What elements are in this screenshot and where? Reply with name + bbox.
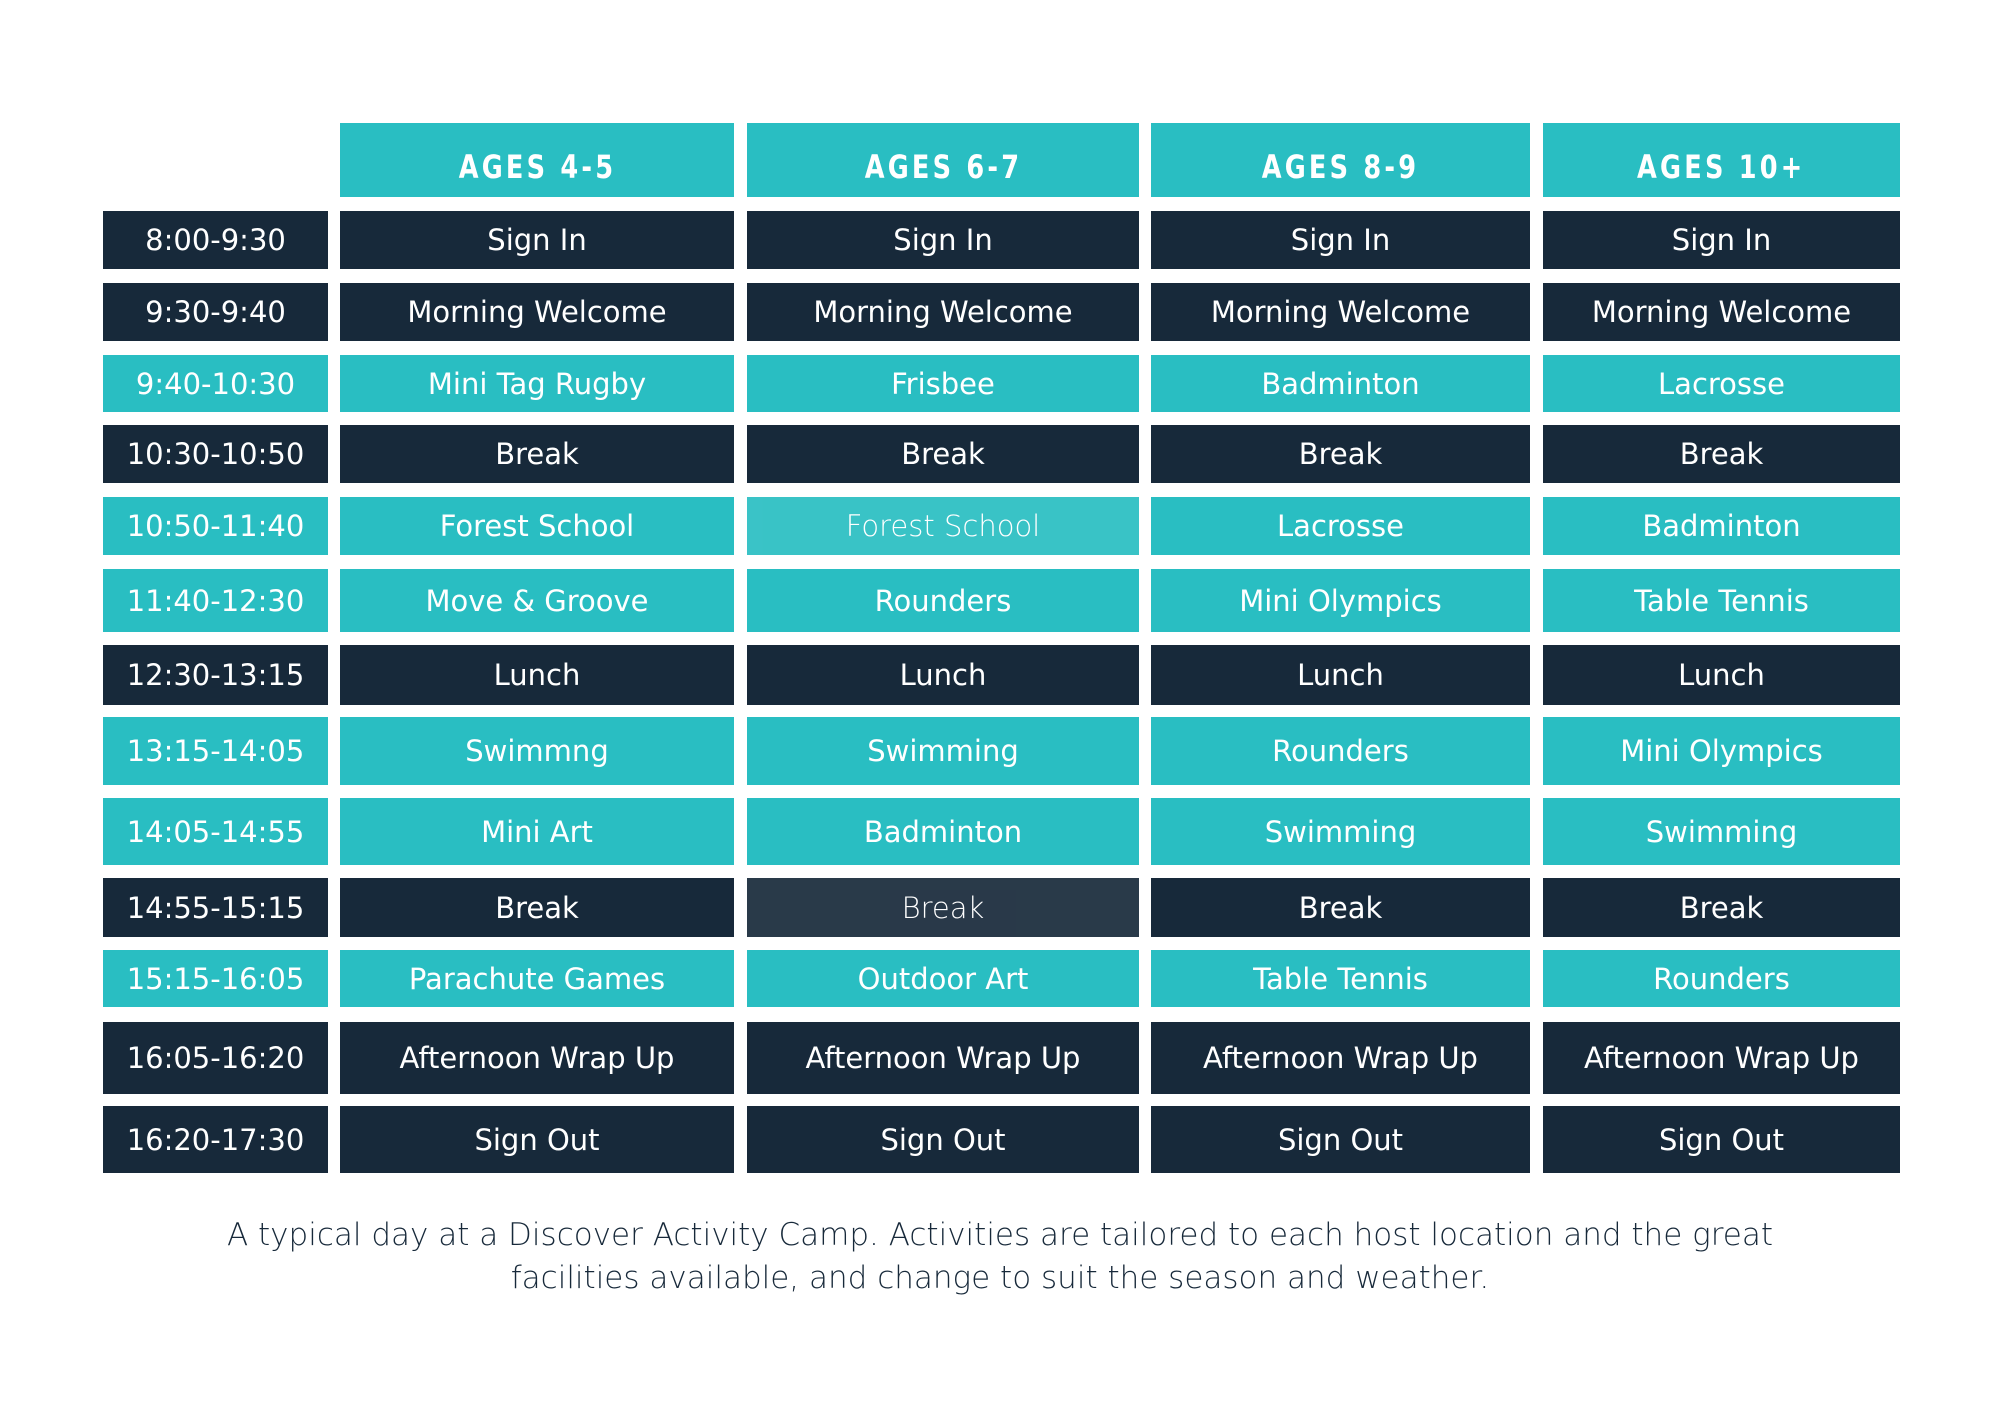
caption-line-1: A typical day at a Discover Activity Cam…	[226, 1217, 1774, 1253]
activity-cell: Mini Art	[340, 798, 734, 865]
activity-cell: Mini Olympics	[1151, 569, 1530, 632]
activity-cell: Sign Out	[1543, 1106, 1900, 1173]
activity-cell: Break	[747, 425, 1139, 483]
activity-cell: Lacrosse	[1151, 497, 1530, 555]
activity-cell: Sign In	[1543, 211, 1900, 269]
activity-cell: Afternoon Wrap Up	[1151, 1022, 1530, 1094]
activity-cell: Frisbee	[747, 355, 1139, 412]
activity-cell: Sign In	[747, 211, 1139, 269]
time-slot: 9:30-9:40	[103, 283, 328, 341]
time-slot: 13:15-14:05	[103, 717, 328, 785]
activity-cell: Break	[1151, 878, 1530, 937]
activity-cell: Break	[340, 878, 734, 937]
activity-cell: Forest School	[747, 497, 1139, 555]
activity-cell: Swimming	[1151, 798, 1530, 865]
activity-cell: Parachute Games	[340, 950, 734, 1007]
activity-cell: Badminton	[1543, 497, 1900, 555]
column-header-label: AGES 8-9	[1261, 148, 1420, 186]
activity-cell: Table Tennis	[1543, 569, 1900, 632]
activity-cell: Morning Welcome	[1151, 283, 1530, 341]
time-slot: 16:05-16:20	[103, 1022, 328, 1094]
time-slot: 16:20-17:30	[103, 1106, 328, 1173]
activity-cell: Lacrosse	[1543, 355, 1900, 412]
activity-cell: Break	[1543, 425, 1900, 483]
caption: A typical day at a Discover Activity Cam…	[0, 1214, 2000, 1300]
activity-cell: Morning Welcome	[1543, 283, 1900, 341]
activity-cell: Rounders	[1151, 717, 1530, 785]
activity-cell: Lunch	[747, 645, 1139, 705]
activity-cell: Morning Welcome	[340, 283, 734, 341]
activity-cell: Sign In	[340, 211, 734, 269]
activity-cell: Sign In	[1151, 211, 1530, 269]
activity-cell: Break	[340, 425, 734, 483]
activity-cell: Lunch	[1543, 645, 1900, 705]
column-header-label: AGES 4-5	[458, 148, 616, 186]
activity-cell: Badminton	[747, 798, 1139, 865]
time-slot: 8:00-9:30	[103, 211, 328, 269]
activity-cell: Forest School	[340, 497, 734, 555]
activity-cell: Afternoon Wrap Up	[747, 1022, 1139, 1094]
activity-cell: Swimming	[1543, 798, 1900, 865]
time-slot: 14:55-15:15	[103, 878, 328, 937]
column-header-label: AGES 10+	[1637, 148, 1806, 186]
activity-cell: Sign Out	[1151, 1106, 1530, 1173]
activity-cell: Swimming	[747, 717, 1139, 785]
activity-cell: Lunch	[1151, 645, 1530, 705]
time-slot: 15:15-16:05	[103, 950, 328, 1007]
time-slot: 9:40-10:30	[103, 355, 328, 412]
column-header: AGES 10+	[1543, 123, 1900, 197]
activity-cell: Sign Out	[747, 1106, 1139, 1173]
activity-cell: Lunch	[340, 645, 734, 705]
activity-cell: Mini Olympics	[1543, 717, 1900, 785]
time-slot: 10:30-10:50	[103, 425, 328, 483]
activity-cell: Morning Welcome	[747, 283, 1139, 341]
activity-cell: Rounders	[747, 569, 1139, 632]
column-header: AGES 4-5	[340, 123, 734, 197]
activity-cell: Outdoor Art	[747, 950, 1139, 1007]
activity-cell: Afternoon Wrap Up	[340, 1022, 734, 1094]
activity-cell: Badminton	[1151, 355, 1530, 412]
activity-cell: Move & Groove	[340, 569, 734, 632]
column-header-label: AGES 6-7	[864, 148, 1022, 186]
activity-cell: Break	[1151, 425, 1530, 483]
activity-cell: Rounders	[1543, 950, 1900, 1007]
activity-cell: Break	[1543, 878, 1900, 937]
activity-cell: Swimmng	[340, 717, 734, 785]
time-slot: 12:30-13:15	[103, 645, 328, 705]
caption-line-2: facilities available, and change to suit…	[510, 1260, 1490, 1296]
column-header: AGES 8-9	[1151, 123, 1530, 197]
time-slot: 14:05-14:55	[103, 798, 328, 865]
activity-cell: Break	[747, 878, 1139, 937]
activity-cell: Afternoon Wrap Up	[1543, 1022, 1900, 1094]
activity-cell: Table Tennis	[1151, 950, 1530, 1007]
time-slot: 10:50-11:40	[103, 497, 328, 555]
activity-cell: Sign Out	[340, 1106, 734, 1173]
time-slot: 11:40-12:30	[103, 569, 328, 632]
activity-cell: Mini Tag Rugby	[340, 355, 734, 412]
column-header: AGES 6-7	[747, 123, 1139, 197]
